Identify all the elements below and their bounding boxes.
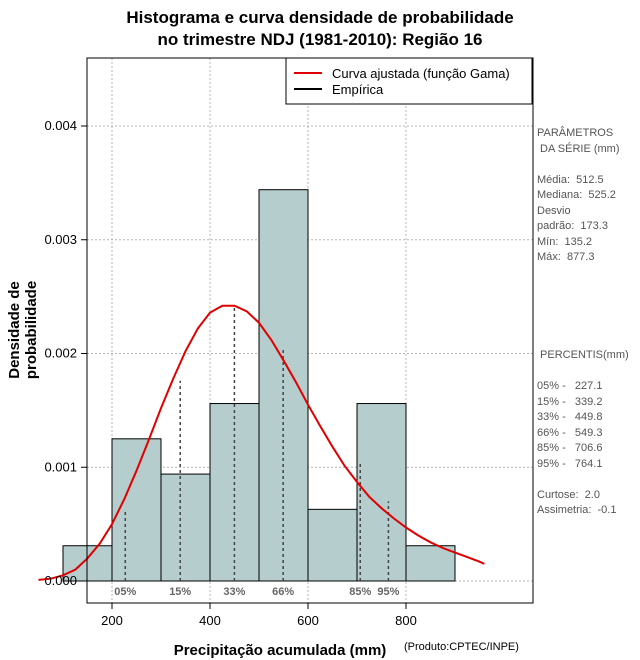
percentil-05: 05% - 227.1 (537, 380, 603, 392)
histogram-bar-4 (258, 189, 309, 582)
percentile-label-95%: 95% (377, 586, 399, 598)
percentil-15: 15% - 339.2 (537, 395, 603, 408)
percentile-labels: 05% 15% 33% 66% 85% 95% (114, 586, 399, 598)
stat-assimetria: Assimetria: -0.1 (537, 504, 617, 516)
percentile-label-66%: 66% (272, 586, 294, 598)
percentil-66: 66% - 549.3 (537, 426, 603, 439)
chart-title-line-2: no trimestre NDJ (1981-2010): Região 16 (157, 30, 483, 49)
percentile-label-15%: 15% (169, 586, 191, 598)
percentil-33: 33% - 449.8 (537, 411, 603, 423)
axis-ticks: 200 400 600 800 0.000 0.001 0.002 0.003 0.004 (44, 118, 416, 628)
histogram-bar-5 (307, 508, 358, 582)
stat-media: Média: 512.5 (537, 173, 604, 186)
y-tick-label-0: 0.000 (44, 573, 77, 588)
x-tick-label-3: 800 (395, 613, 417, 628)
percentile-label-05%: 05% (114, 586, 136, 598)
percentile-label-85%: 85% (349, 586, 371, 598)
gamma-curve (38, 304, 485, 581)
percentil-95: 95% - 764.1 (537, 457, 603, 470)
stats-heading-1: PARÂMETROS (537, 127, 614, 139)
stat-desvio-value: padrão: 173.3 (537, 220, 608, 232)
legend-curve-label: Curva ajustada (função Gama) (332, 66, 510, 81)
chart-title-line-1: Histograma e curva densidade de probabil… (126, 8, 514, 27)
stat-mediana: Mediana: 525.2 (537, 189, 616, 201)
legend-empirical-label: Empírica (332, 82, 384, 97)
stat-min: Mín: 135.2 (537, 235, 593, 248)
y-tick-label-3: 0.003 (44, 232, 77, 247)
x-tick-label-1: 400 (199, 613, 221, 628)
stats-heading-2: DA SÉRIE (mm) (537, 142, 620, 155)
product-credit: (Produto:CPTEC/INPE) (404, 641, 519, 653)
stat-max: Máx: 877.3 (537, 251, 595, 263)
x-tick-label-0: 200 (101, 613, 123, 628)
percentil-85: 85% - 706.6 (537, 442, 603, 454)
percentis-panel: PERCENTIS(mm) 05% - 227.1 15% - 339.2 33… (537, 348, 629, 519)
percentis-heading: PERCENTIS(mm) (537, 349, 629, 361)
x-tick-label-2: 600 (297, 613, 319, 628)
x-axis-label: Precipitação acumulada (mm) (173, 642, 387, 659)
stat-desvio-label: Desvio (537, 204, 571, 217)
histogram-bars (62, 189, 456, 582)
stats-panel: PARÂMETROS DA SÉRIE (mm) Média: 512.5 Me… (537, 126, 620, 266)
y-tick-label-2: 0.002 (44, 346, 77, 361)
percentile-label-33%: 33% (223, 586, 245, 598)
y-axis-label: Densidade de probabilidade (6, 280, 40, 380)
y-tick-label-1: 0.001 (44, 459, 77, 474)
histogram-bar-7 (405, 545, 456, 582)
histogram-bar-2 (160, 473, 211, 582)
stat-curtose: Curtose: 2.0 (537, 488, 600, 501)
y-tick-label-4: 0.004 (44, 118, 77, 133)
legend-box: Curva ajustada (função Gama) Empírica (285, 57, 533, 105)
